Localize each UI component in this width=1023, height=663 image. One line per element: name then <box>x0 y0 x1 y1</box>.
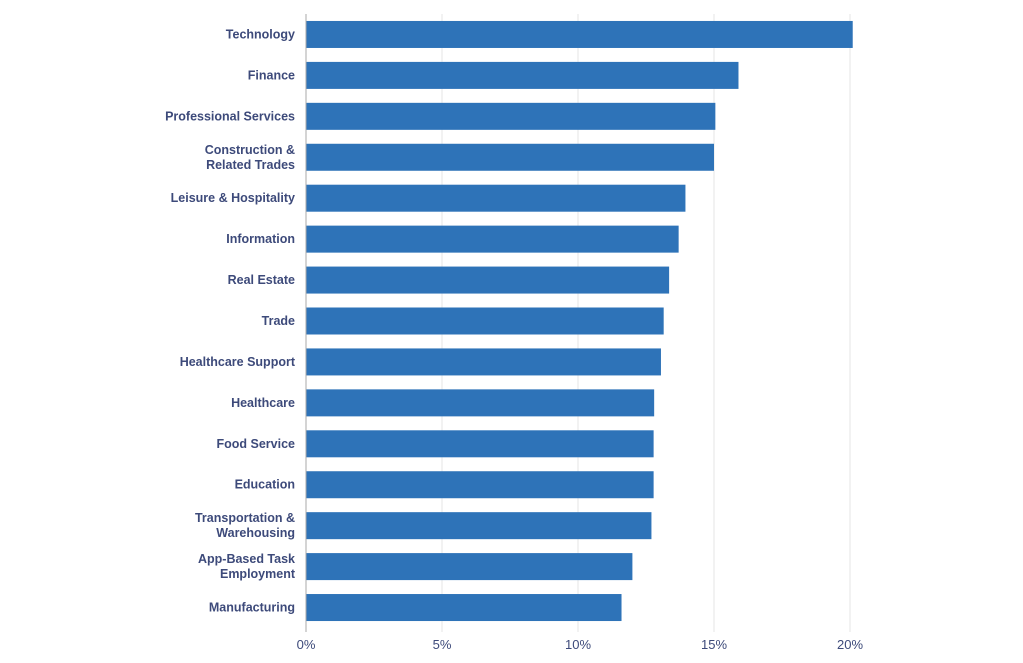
category-label-line: Food Service <box>217 437 296 451</box>
bar <box>306 266 670 294</box>
bar <box>306 430 654 458</box>
category-label: Education <box>235 478 295 492</box>
category-label-line: Technology <box>226 27 295 41</box>
category-label: Transportation & Warehousing <box>195 511 295 540</box>
category-label: Technology <box>226 27 295 41</box>
x-tick-labels: 0% 5% 10% 15% 20% <box>297 637 864 652</box>
category-label-line: Construction & <box>205 143 295 157</box>
category-labels: Technology Finance Professional Services Co… <box>165 27 296 614</box>
category-label-line: Education <box>235 478 295 492</box>
category-label-line: App-Based Task <box>198 552 295 566</box>
category-label-line: Professional Services <box>165 109 295 123</box>
bar <box>306 225 679 253</box>
category-label-line: Trade <box>262 314 295 328</box>
bar <box>306 184 686 212</box>
bar <box>306 61 739 89</box>
category-label-line: Healthcare Support <box>180 355 296 369</box>
category-label: Leisure & Hospitality <box>171 191 295 205</box>
category-label: Finance <box>248 68 295 82</box>
x-tick-label: 0% <box>297 637 316 652</box>
category-label-line: Leisure & Hospitality <box>171 191 295 205</box>
category-label-line: Warehousing <box>216 526 295 540</box>
x-tick-label: 20% <box>837 637 863 652</box>
category-label-line: Information <box>226 232 295 246</box>
category-label-line: Manufacturing <box>209 601 295 615</box>
category-label: Food Service <box>217 437 296 451</box>
category-label-line: Employment <box>220 567 296 581</box>
bars <box>306 20 853 622</box>
category-label: Real Estate <box>228 273 295 287</box>
bar <box>306 512 652 540</box>
bar <box>306 471 654 499</box>
category-label: Professional Services <box>165 109 295 123</box>
category-label-line: Transportation & <box>195 511 295 525</box>
x-tick-label: 5% <box>433 637 452 652</box>
category-label-line: Real Estate <box>228 273 295 287</box>
bar <box>306 143 714 171</box>
bar <box>306 307 664 335</box>
bar <box>306 20 853 48</box>
bar <box>306 389 655 417</box>
bar <box>306 594 622 622</box>
category-label-line: Healthcare <box>231 396 295 410</box>
category-label: Information <box>226 232 295 246</box>
category-label: Construction & Related Trades <box>205 143 295 172</box>
category-label: Manufacturing <box>209 601 295 615</box>
category-label-line: Related Trades <box>206 158 295 172</box>
category-label: Healthcare Support <box>180 355 296 369</box>
x-tick-label: 10% <box>565 637 591 652</box>
x-tick-label: 15% <box>701 637 727 652</box>
bar <box>306 102 716 130</box>
bar <box>306 348 661 376</box>
category-label: Healthcare <box>231 396 295 410</box>
category-label: App-Based Task Employment <box>198 552 296 581</box>
bar <box>306 553 633 581</box>
category-label: Trade <box>262 314 295 328</box>
category-label-line: Finance <box>248 68 295 82</box>
